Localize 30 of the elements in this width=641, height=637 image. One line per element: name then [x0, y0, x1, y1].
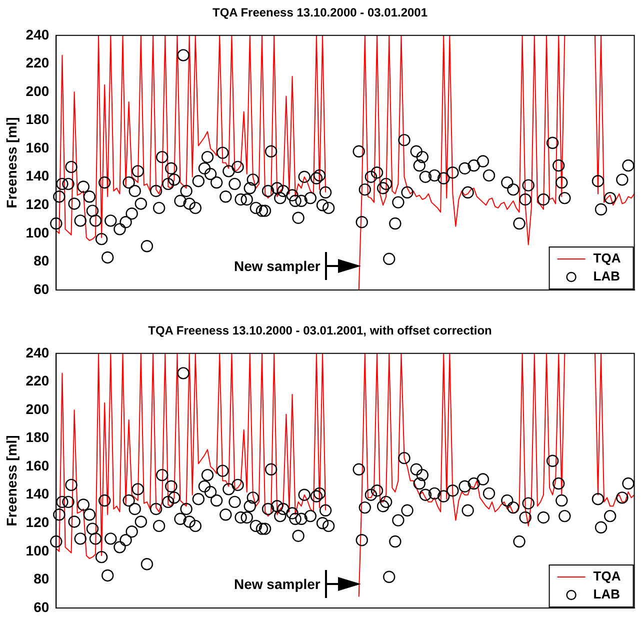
legend-label: LAB — [593, 268, 620, 284]
y-tick-label: 120 — [26, 196, 50, 212]
y-tick-label: 200 — [26, 82, 50, 99]
annotation: New sampler — [234, 576, 320, 592]
y-axis-title: Freeness [ml] — [3, 117, 20, 208]
y-tick-label: 240 — [26, 26, 50, 42]
y-tick-label: 140 — [26, 486, 50, 502]
legend-label: TQA — [593, 250, 622, 266]
legend-label: LAB — [593, 586, 620, 602]
y-tick-label: 220 — [26, 54, 50, 71]
y-tick-label: 60 — [34, 280, 50, 297]
y-tick-label: 180 — [26, 429, 50, 446]
y-tick-label: 60 — [34, 598, 50, 615]
y-tick-label: 80 — [34, 252, 50, 269]
y-tick-label: 100 — [26, 224, 50, 240]
chart-title: TQA Freeness 13.10.2000 - 03.01.2001 — [212, 6, 428, 20]
y-tick-label: 100 — [26, 542, 50, 558]
y-tick-label: 240 — [26, 344, 50, 360]
annotation: New sampler — [234, 258, 320, 274]
y-tick-label: 220 — [26, 372, 50, 389]
y-tick-label: 80 — [34, 570, 50, 587]
y-tick-label: 160 — [26, 139, 50, 156]
y-axis-title: Freeness [ml] — [3, 435, 20, 526]
y-tick-label: 200 — [26, 400, 50, 417]
chart-title: TQA Freeness 13.10.2000 - 03.01.2001, with offset correction — [148, 324, 492, 338]
legend-label: TQA — [593, 568, 622, 584]
y-tick-label: 140 — [26, 168, 50, 184]
y-tick-label: 120 — [26, 514, 50, 530]
y-tick-label: 160 — [26, 457, 50, 474]
y-tick-label: 180 — [26, 111, 50, 128]
